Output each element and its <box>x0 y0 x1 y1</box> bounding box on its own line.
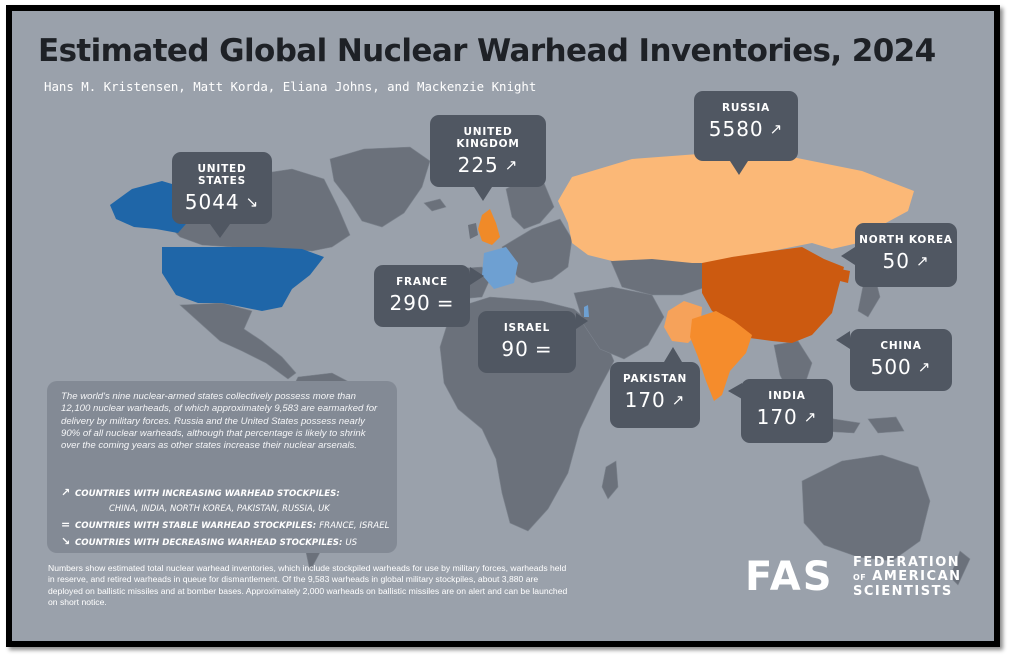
increasing-arrow-icon: ↗ <box>917 358 932 376</box>
increasing-arrow-icon: ↗ <box>915 252 930 270</box>
callout-value: 50 <box>882 249 910 273</box>
callout-value: 290 <box>389 291 431 315</box>
land-greenland <box>329 146 431 228</box>
map-poster: Estimated Global Nuclear Warhead Invento… <box>12 11 994 641</box>
legend-label: COUNTRIES WITH INCREASING WARHEAD STOCKP… <box>75 489 340 499</box>
legend-list: US <box>345 538 358 548</box>
callout-united-states: UNITED STATES 5044 ↘ <box>172 152 272 224</box>
fas-logo: FAS FEDERATION OF AMERICAN SCIENTISTS <box>745 554 977 604</box>
callout-name: INDIA <box>768 390 806 402</box>
callout-north-korea: NORTH KOREA 50 ↗ <box>855 223 957 287</box>
land-russia <box>558 153 914 263</box>
land-mexico <box>179 302 297 380</box>
callout-value: 90 <box>501 337 529 361</box>
footnote: Numbers show estimated total nuclear war… <box>48 563 568 608</box>
callout-value: 170 <box>756 405 798 429</box>
legend-decreasing: ↘ COUNTRIES WITH DECREASING WARHEAD STOCK… <box>61 535 357 548</box>
increasing-arrow-icon: ↗ <box>803 408 818 426</box>
logo-line-2: AMERICAN <box>872 569 962 584</box>
decreasing-arrow-icon: ↘ <box>61 535 71 548</box>
callout-name: PAKISTAN <box>622 373 688 385</box>
callout-tail <box>841 247 855 265</box>
callout-name: UNITED STATES <box>197 163 247 187</box>
callout-value: 170 <box>624 388 666 412</box>
callout-france: FRANCE 290 = <box>374 265 470 327</box>
callout-name: NORTH KOREA <box>859 234 953 246</box>
logo-line-3: SCIENTISTS <box>853 584 953 599</box>
legend-increasing-list: CHINA, INDIA, NORTH KOREA, PAKISTAN, RUS… <box>109 503 330 513</box>
land-ireland <box>468 223 478 239</box>
land-iceland <box>423 198 447 212</box>
logo-line-2-small: OF <box>853 573 867 582</box>
callout-name: ISRAEL <box>503 322 551 334</box>
callout-united-kingdom: UNITED KINGDOM 225 ↗ <box>430 115 546 187</box>
callout-india: INDIA 170 ↗ <box>741 379 833 443</box>
increasing-arrow-icon: ↗ <box>769 120 784 138</box>
callout-tail <box>576 313 588 329</box>
callout-tail <box>728 383 742 399</box>
land-united-kingdom <box>478 209 500 245</box>
callout-tail <box>210 224 230 238</box>
land-united-states <box>162 247 324 311</box>
authors-line: Hans M. Kristensen, Matt Korda, Eliana J… <box>44 79 537 94</box>
stable-equals-icon: = <box>61 518 71 531</box>
legend-increasing: ↗ COUNTRIES WITH INCREASING WARHEAD STOCK… <box>61 486 340 499</box>
callout-tail <box>474 187 492 201</box>
callout-value: 225 <box>457 153 499 177</box>
callout-value: 500 <box>870 355 912 379</box>
legend-label: COUNTRIES WITH DECREASING WARHEAD STOCKP… <box>75 538 343 548</box>
logo-line-1: FEDERATION <box>853 555 961 570</box>
land-australia <box>801 454 931 562</box>
callout-tail <box>836 331 850 349</box>
callout-tail <box>470 267 484 285</box>
callout-pakistan: PAKISTAN 170 ↗ <box>610 362 700 428</box>
info-text: The world's nine nuclear-armed states co… <box>61 391 378 452</box>
land-alaska <box>110 181 192 233</box>
stable-equals-icon: = <box>534 337 553 361</box>
page-title: Estimated Global Nuclear Warhead Invento… <box>38 33 936 69</box>
callout-name: UNITED KINGDOM <box>456 126 520 150</box>
fas-logo-text: FEDERATION OF AMERICAN SCIENTISTS <box>853 556 962 599</box>
increasing-arrow-icon: ↗ <box>671 391 686 409</box>
increasing-arrow-icon: ↗ <box>504 156 519 174</box>
land-madagascar <box>601 460 619 500</box>
info-box: The world's nine nuclear-armed states co… <box>47 381 397 553</box>
callout-china: CHINA 500 ↗ <box>850 329 952 391</box>
callout-value: 5044 <box>184 190 240 214</box>
legend-list: FRANCE, ISRAEL <box>319 521 390 531</box>
callout-tail <box>730 161 748 175</box>
land-china <box>702 247 844 343</box>
callout-russia: RUSSIA 5580 ↗ <box>694 91 798 161</box>
land-png <box>867 416 905 434</box>
land-india <box>690 311 752 401</box>
land-france <box>482 247 518 289</box>
callout-name: CHINA <box>880 340 922 352</box>
increasing-arrow-icon: ↗ <box>61 486 71 499</box>
callout-name: RUSSIA <box>721 102 771 114</box>
decreasing-arrow-icon: ↘ <box>245 193 260 211</box>
callout-tail <box>664 347 682 362</box>
legend-stable: = COUNTRIES WITH STABLE WARHEAD STOCKPILE… <box>61 518 389 531</box>
land-new-zealand <box>949 550 971 586</box>
callout-value: 5580 <box>708 117 764 141</box>
stable-equals-icon: = <box>436 291 455 315</box>
land-middle-east <box>573 286 665 360</box>
callout-name: FRANCE <box>396 276 448 288</box>
callout-israel: ISRAEL 90 = <box>478 311 576 373</box>
land-north-korea <box>840 269 850 283</box>
legend-label: COUNTRIES WITH STABLE WARHEAD STOCKPILES… <box>75 521 317 531</box>
fas-logo-mark: FAS <box>745 554 834 600</box>
